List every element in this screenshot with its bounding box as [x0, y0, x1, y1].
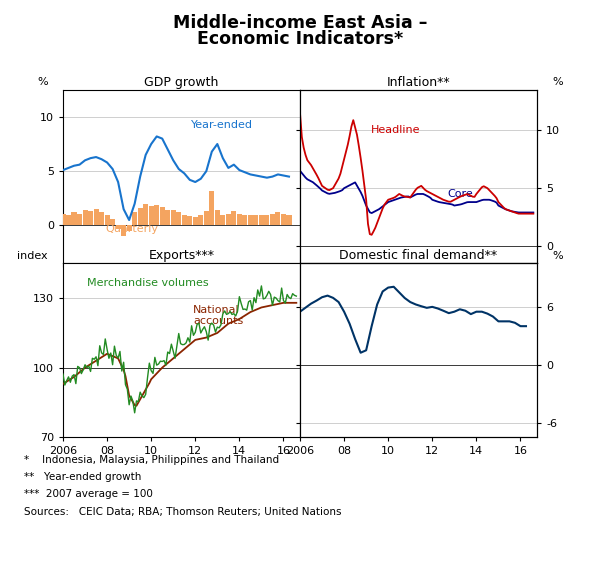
Bar [121, 225, 126, 236]
Bar [170, 210, 176, 225]
Bar [88, 211, 93, 225]
Bar [209, 190, 214, 225]
Bar [275, 212, 280, 225]
Bar [215, 210, 220, 225]
Bar [132, 212, 137, 225]
Bar [66, 215, 71, 225]
Bar [160, 207, 165, 225]
Text: Sources:   CEIC Data; RBA; Thomson Reuters; United Nations: Sources: CEIC Data; RBA; Thomson Reuters… [24, 507, 341, 516]
Bar [204, 211, 209, 225]
Title: Inflation**: Inflation** [386, 76, 451, 89]
Bar [253, 215, 259, 225]
Title: GDP growth: GDP growth [145, 76, 218, 89]
Bar [220, 215, 226, 225]
Text: Core: Core [447, 189, 473, 199]
Text: Middle-income East Asia –: Middle-income East Asia – [173, 14, 427, 32]
Text: Merchandise volumes: Merchandise volumes [87, 278, 208, 288]
Bar [77, 214, 82, 225]
Bar [165, 210, 170, 225]
Text: Year-ended: Year-ended [191, 120, 253, 130]
Bar [182, 215, 187, 225]
Bar [137, 208, 143, 225]
Bar [127, 225, 131, 231]
Bar [270, 214, 275, 225]
Text: Economic Indicators*: Economic Indicators* [197, 30, 403, 48]
Bar [259, 215, 264, 225]
Text: Quarterly: Quarterly [106, 224, 158, 234]
Bar [242, 215, 247, 225]
Text: %: % [37, 77, 48, 87]
Text: %: % [552, 251, 563, 261]
Bar [94, 209, 98, 225]
Bar [176, 212, 181, 225]
Bar [232, 211, 236, 225]
Bar [143, 204, 148, 225]
Text: *    Indonesia, Malaysia, Philippines and Thailand: * Indonesia, Malaysia, Philippines and T… [24, 455, 279, 464]
Text: National
accounts: National accounts [193, 305, 244, 326]
Bar [198, 215, 203, 225]
Bar [187, 216, 193, 225]
Bar [116, 225, 121, 229]
Bar [193, 217, 198, 225]
Bar [154, 205, 159, 225]
Title: Domestic final demand**: Domestic final demand** [340, 250, 497, 262]
Text: index: index [17, 251, 48, 261]
Title: Exports***: Exports*** [149, 250, 215, 262]
Bar [237, 214, 242, 225]
Bar [110, 219, 115, 225]
Bar [83, 210, 88, 225]
Bar [248, 215, 253, 225]
Bar [286, 215, 292, 225]
Bar [265, 215, 269, 225]
Text: %: % [552, 77, 563, 87]
Bar [226, 214, 231, 225]
Bar [61, 214, 65, 225]
Bar [281, 214, 286, 225]
Bar [149, 206, 154, 225]
Bar [99, 212, 104, 225]
Bar [104, 215, 110, 225]
Text: **   Year-ended growth: ** Year-ended growth [24, 472, 142, 482]
Text: Headline: Headline [371, 125, 421, 135]
Bar [71, 212, 77, 225]
Text: ***  2007 average = 100: *** 2007 average = 100 [24, 489, 153, 499]
